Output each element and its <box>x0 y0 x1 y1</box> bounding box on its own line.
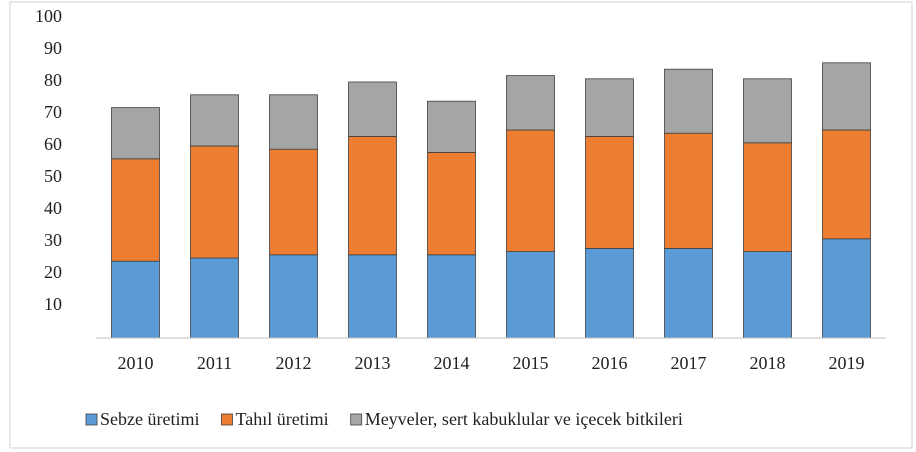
x-tick-label: 2010 <box>118 353 154 373</box>
x-tick-label: 2018 <box>750 353 786 373</box>
bar-segment <box>190 145 239 259</box>
bar-segment <box>348 81 397 137</box>
y-tick-label: 60 <box>44 134 62 154</box>
legend-label: Meyveler, sert kabuklular ve içecek bitk… <box>365 409 683 429</box>
bar-segment <box>743 142 792 253</box>
bar-segment <box>427 254 476 339</box>
y-tick-label: 20 <box>44 262 62 282</box>
y-tick-label: 40 <box>44 198 62 218</box>
bar-segment <box>269 148 318 256</box>
bar-segment <box>743 78 792 144</box>
bar-segment <box>348 254 397 339</box>
bar-segment <box>190 257 239 339</box>
bar-segment <box>822 62 871 131</box>
bar-segment <box>585 247 634 339</box>
x-tick-label: 2013 <box>355 353 391 373</box>
y-tick-label: 70 <box>44 102 62 122</box>
bar-segment <box>427 100 476 153</box>
bar-segment <box>348 135 397 256</box>
legend-label: Tahıl üretimi <box>235 409 328 429</box>
legend-swatch <box>221 413 233 426</box>
bar-segment <box>190 94 239 147</box>
bar-segment <box>743 251 792 339</box>
bar-segment <box>506 75 555 131</box>
bar-segment <box>664 247 713 339</box>
y-tick-label: 90 <box>44 38 62 58</box>
bar-segment <box>585 78 634 137</box>
bar-segment <box>427 151 476 256</box>
bar-segment <box>111 107 160 160</box>
legend-swatch <box>350 413 363 426</box>
y-tick-label: 30 <box>44 230 62 250</box>
bar-segment <box>585 135 634 249</box>
bar-segment <box>664 132 713 249</box>
bar-segment <box>111 158 160 262</box>
bar-segment <box>822 238 871 339</box>
y-tick-label: 50 <box>44 166 62 186</box>
bar-segment <box>664 68 713 134</box>
x-tick-label: 2011 <box>197 353 232 373</box>
bar-segment <box>269 254 318 339</box>
bar-segment <box>822 129 871 240</box>
x-tick-label: 2016 <box>592 353 628 373</box>
bar-segment <box>269 94 318 150</box>
y-tick-label: 100 <box>35 6 62 26</box>
bar-segment <box>506 251 555 339</box>
x-tick-label: 2019 <box>829 353 865 373</box>
x-tick-label: 2017 <box>671 353 707 373</box>
x-tick-label: 2015 <box>513 353 549 373</box>
y-tick-label: 80 <box>44 70 62 90</box>
x-tick-label: 2012 <box>276 353 312 373</box>
y-tick-label: 10 <box>44 294 62 314</box>
legend-label: Sebze üretimi <box>100 409 199 429</box>
bar-segment <box>506 129 555 252</box>
x-tick-label: 2014 <box>434 353 470 373</box>
bar-segment <box>111 260 160 339</box>
legend-swatch <box>85 413 98 426</box>
